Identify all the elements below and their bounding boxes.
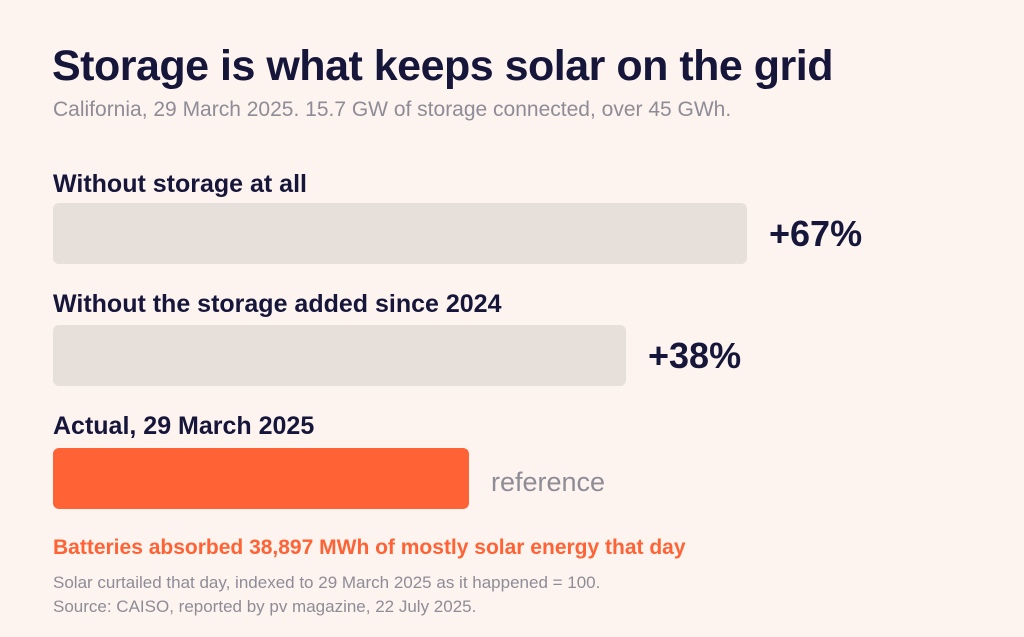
chart-title: Storage is what keeps solar on the grid	[52, 42, 833, 90]
bar	[53, 448, 469, 509]
callout-text: Batteries absorbed 38,897 MWh of mostly …	[53, 536, 686, 559]
footnote-source: Source: CAISO, reported by pv magazine, …	[53, 597, 477, 616]
bar-label: Without the storage added since 2024	[53, 290, 502, 318]
bar-label: Without storage at all	[53, 170, 307, 198]
footnote-index: Solar curtailed that day, indexed to 29 …	[53, 573, 601, 592]
bar-value-label: +38%	[648, 335, 742, 376]
bar-value-label: reference	[491, 467, 606, 497]
bar-label: Actual, 29 March 2025	[53, 412, 315, 440]
bar	[53, 203, 747, 264]
chart-subtitle: California, 29 March 2025. 15.7 GW of st…	[53, 98, 732, 121]
bar-value-label: +67%	[769, 213, 863, 254]
bar	[53, 325, 626, 386]
